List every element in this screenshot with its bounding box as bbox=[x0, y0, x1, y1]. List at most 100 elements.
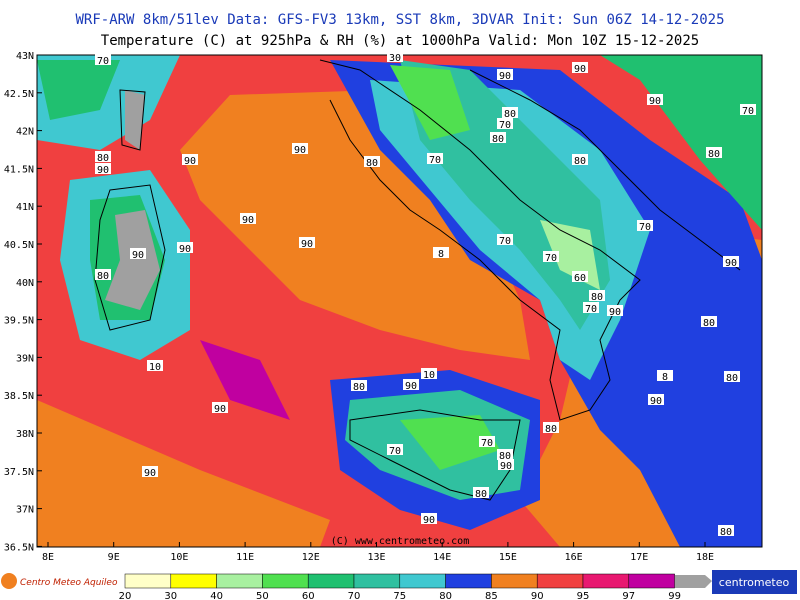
contour-label: 70 bbox=[639, 222, 651, 233]
contour-label: 70 bbox=[499, 120, 511, 131]
contour-label-bg bbox=[473, 487, 489, 498]
lat-label: 39.5N bbox=[4, 316, 34, 327]
colorbar-label: 20 bbox=[119, 591, 132, 600]
contour-label: 60 bbox=[574, 273, 586, 284]
contour-label-bg bbox=[182, 154, 198, 165]
contour-label: 70 bbox=[481, 438, 493, 449]
contour-label-bg bbox=[701, 316, 717, 327]
contour-label-bg bbox=[502, 107, 518, 118]
contour-label: 80 bbox=[492, 134, 504, 145]
contour-label: 90 bbox=[184, 156, 196, 167]
lon-label: 10E bbox=[170, 552, 188, 563]
contour-label-bg bbox=[706, 147, 722, 158]
contour-label-bg bbox=[724, 371, 740, 382]
contour-label-bg bbox=[95, 151, 111, 162]
contour-label-bg bbox=[647, 94, 663, 105]
contour-label: 80 bbox=[499, 451, 511, 462]
contour-label: 90 bbox=[574, 64, 586, 75]
contour-label-bg bbox=[718, 525, 734, 536]
contour-label-bg bbox=[583, 302, 599, 313]
lat-label: 40N bbox=[16, 278, 34, 289]
contour-label-bg bbox=[543, 422, 559, 433]
contour-label-bg bbox=[637, 220, 653, 231]
contour-label-bg bbox=[479, 436, 495, 447]
colorbar-arrow bbox=[675, 575, 712, 588]
contour-label: 30 bbox=[389, 53, 401, 64]
contour-label: 70 bbox=[742, 106, 754, 117]
lon-label: 15E bbox=[499, 552, 517, 563]
lon-label: 13E bbox=[367, 552, 385, 563]
contour-label-bg bbox=[490, 132, 506, 143]
contour-label-bg bbox=[387, 444, 403, 455]
colorbar-label: 90 bbox=[531, 591, 544, 600]
contour-label: 90 bbox=[649, 96, 661, 107]
contour-label-bg bbox=[142, 466, 158, 477]
lon-label: 11E bbox=[236, 552, 254, 563]
contour-label: 90 bbox=[405, 381, 417, 392]
contour-label-bg bbox=[572, 62, 588, 73]
contour-label-bg bbox=[147, 360, 163, 371]
colorbar-swatch bbox=[307, 573, 355, 589]
contour-label: 90 bbox=[294, 145, 306, 156]
contour-label-bg bbox=[723, 256, 739, 267]
contour-label-bg bbox=[421, 368, 437, 379]
logo-right-box bbox=[712, 570, 797, 594]
contour-label: 80 bbox=[703, 318, 715, 329]
contour-label-bg bbox=[648, 394, 664, 405]
contour-label: 80 bbox=[504, 109, 516, 120]
contour-label: 80 bbox=[366, 158, 378, 169]
colorbar-label: 60 bbox=[302, 591, 315, 600]
contour-label: 70 bbox=[429, 155, 441, 166]
header-line2: Temperature (C) at 925hPa & RH (%) at 10… bbox=[101, 33, 699, 49]
contour-label-bg bbox=[427, 153, 443, 164]
contour-label-bg bbox=[607, 305, 623, 316]
colorbar-label: 40 bbox=[210, 591, 223, 600]
colorbar-swatch bbox=[399, 573, 446, 589]
contour-label: 90 bbox=[650, 396, 662, 407]
header-line1: WRF-ARW 8km/51lev Data: GFS-FV3 13km, SS… bbox=[75, 12, 724, 28]
contour-label: 80 bbox=[726, 373, 738, 384]
colorbar-label: 75 bbox=[393, 591, 406, 600]
colorbar-swatch bbox=[536, 573, 584, 589]
contour-label-bg bbox=[572, 154, 588, 165]
contour-label-bg bbox=[543, 251, 559, 262]
colorbar-swatch bbox=[262, 573, 309, 589]
contour-label-bg bbox=[498, 459, 514, 470]
contour-label: 70 bbox=[585, 304, 597, 315]
colorbar-swatch bbox=[124, 573, 172, 589]
contour-label-bg bbox=[95, 163, 111, 174]
lat-label: 42.5N bbox=[4, 89, 34, 100]
contour-label: 90 bbox=[423, 515, 435, 526]
contour-label-bg bbox=[299, 237, 315, 248]
contour-label-bg bbox=[433, 247, 449, 258]
contour-label: 70 bbox=[389, 446, 401, 457]
colorbar-swatch bbox=[491, 573, 538, 589]
colorbar-label: 30 bbox=[164, 591, 177, 600]
contour-label-bg bbox=[589, 290, 605, 301]
contour-label-bg bbox=[421, 513, 437, 524]
colorbar-label: 99 bbox=[668, 591, 681, 600]
contour-label-bg bbox=[130, 248, 146, 259]
contour-label: 10 bbox=[149, 362, 161, 373]
logo-left: Centro Meteo Aquileo bbox=[20, 578, 118, 588]
contour-label: 80 bbox=[545, 424, 557, 435]
contour-label: 80 bbox=[97, 153, 109, 164]
colorbar-label: 95 bbox=[577, 591, 590, 600]
colorbar-label: 97 bbox=[622, 591, 635, 600]
contour-label: 90 bbox=[725, 258, 737, 269]
contour-label-bg bbox=[351, 380, 367, 391]
contour-label: 90 bbox=[132, 250, 144, 261]
contour-label: 80 bbox=[353, 382, 365, 393]
contour-label-bg bbox=[177, 242, 193, 253]
lon-label: 8E bbox=[42, 552, 54, 563]
contour-label-bg bbox=[497, 69, 513, 80]
lat-label: 39N bbox=[16, 353, 34, 364]
lat-label: 43N bbox=[16, 51, 34, 62]
colorbar-label: 85 bbox=[485, 591, 498, 600]
lat-label: 36.5N bbox=[4, 542, 34, 553]
contour-label: 80 bbox=[574, 156, 586, 167]
watermark: (C) www.centrometeo.com bbox=[331, 536, 469, 547]
lat-label: 42N bbox=[16, 127, 34, 138]
contour-label-bg bbox=[497, 118, 513, 129]
